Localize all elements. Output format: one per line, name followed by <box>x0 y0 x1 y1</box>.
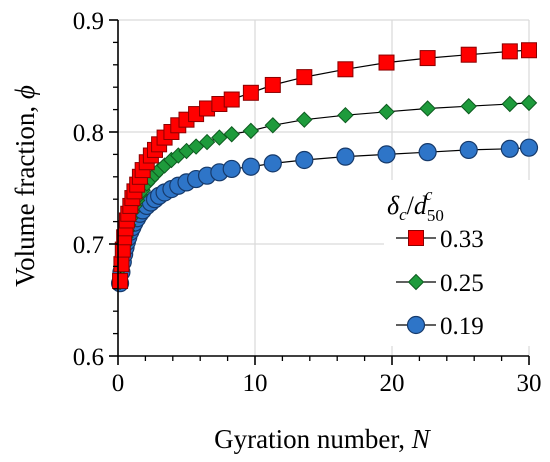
data-point <box>460 46 477 63</box>
data-point <box>264 76 281 93</box>
legend-label: 0.25 <box>440 270 484 297</box>
data-point <box>419 50 436 67</box>
x-axis-title-main: Gyration number, <box>214 424 412 454</box>
legend-title: δc/d50c <box>387 185 444 225</box>
data-point <box>378 103 395 121</box>
data-point <box>296 111 313 128</box>
data-point <box>222 159 241 179</box>
data-point <box>519 138 539 157</box>
legend-marker <box>407 273 425 291</box>
tick-labels: 0.6 0.7 0.8 0.9 0 10 20 30 <box>73 8 542 397</box>
data-point <box>241 157 260 176</box>
legend-label: 0.19 <box>440 313 484 340</box>
y-tick-label: 0.6 <box>73 344 104 371</box>
y-tick-label: 0.9 <box>73 8 104 35</box>
x-tick-label: 10 <box>243 370 268 397</box>
legend-title-d: d <box>414 191 428 220</box>
data-point <box>198 133 216 151</box>
data-point <box>377 145 396 164</box>
legend-title-slash: / <box>407 191 415 220</box>
legend-label: 0.33 <box>440 226 484 253</box>
data-point <box>419 100 436 117</box>
legend-marker <box>406 315 426 335</box>
legend-title-delta-sub: c <box>399 205 407 224</box>
data-point <box>295 150 314 170</box>
legend-items: 0.33 0.25 0.19 <box>396 226 484 340</box>
x-axis-title: Gyration number, N <box>214 424 432 454</box>
legend-marker <box>408 230 424 246</box>
legend-title-d-sup: c <box>425 185 433 204</box>
legend-title-delta: δ <box>387 191 400 220</box>
data-point <box>223 91 240 108</box>
data-point <box>296 69 313 86</box>
x-axis-title-variable: N <box>411 424 432 454</box>
data-point <box>521 42 537 59</box>
y-axis-title: Volume fraction, ϕ <box>10 85 40 287</box>
data-point <box>264 117 282 134</box>
y-axis-title-variable: ϕ <box>10 85 40 99</box>
data-point <box>520 94 538 112</box>
y-tick-label: 0.7 <box>73 232 104 259</box>
data-point <box>500 139 519 158</box>
legend-background <box>384 180 534 346</box>
data-point <box>501 95 519 113</box>
y-tick-label: 0.8 <box>73 120 104 147</box>
data-point <box>113 256 130 273</box>
data-point <box>242 122 260 140</box>
y-axis-title-main: Volume fraction, <box>10 99 40 287</box>
data-point <box>378 54 395 71</box>
data-point <box>460 98 477 115</box>
data-point <box>418 143 437 162</box>
legend: δc/d50c 0.330.250.19 <box>384 180 534 346</box>
axes <box>109 19 530 365</box>
x-tick-label: 30 <box>517 370 542 397</box>
data-point <box>337 106 354 124</box>
data-point <box>242 84 259 101</box>
series-square <box>112 42 537 289</box>
data-series <box>110 42 539 293</box>
data-point <box>223 126 240 143</box>
data-point <box>112 272 129 289</box>
data-point <box>501 43 518 60</box>
x-tick-label: 0 <box>112 370 125 397</box>
legend-item: 0.25 <box>396 270 484 297</box>
data-point <box>459 140 478 160</box>
data-point <box>337 61 354 78</box>
data-point <box>336 147 355 166</box>
data-point <box>263 154 282 173</box>
legend-item: 0.33 <box>396 226 484 253</box>
x-tick-label: 20 <box>380 370 405 397</box>
legend-item: 0.19 <box>396 313 484 340</box>
legend-title-d-sub: 50 <box>427 206 444 225</box>
